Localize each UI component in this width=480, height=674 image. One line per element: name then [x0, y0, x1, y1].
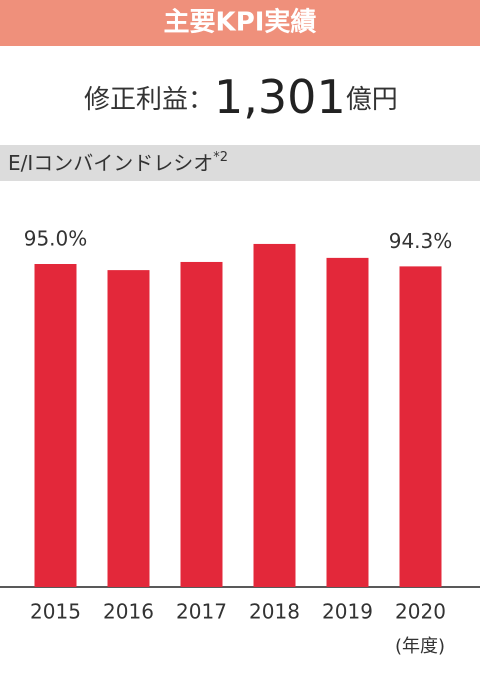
- value-label: 95.0%: [24, 227, 88, 251]
- x-unit: (年度): [395, 636, 445, 657]
- header-title: 主要KPI実績: [164, 7, 317, 38]
- kpi-label: 修正利益：: [84, 85, 214, 115]
- chart-title-text: E/Iコンバインドレシオ: [8, 151, 213, 175]
- bar: [107, 270, 150, 587]
- chart-title: E/Iコンバインドレシオ*2: [8, 150, 228, 175]
- section-band: [0, 145, 480, 181]
- bar: [180, 261, 223, 587]
- x-tick-label: 2017: [176, 600, 227, 624]
- x-tick-label: 2019: [322, 600, 373, 624]
- x-tick-label: 2015: [30, 600, 81, 624]
- bar: [399, 266, 442, 587]
- kpi: 修正利益：1,301億円: [84, 70, 398, 124]
- kpi-value: 1,301: [214, 70, 346, 124]
- x-tick-label: 2018: [249, 600, 300, 624]
- title-note: *2: [213, 150, 228, 165]
- bar: [326, 257, 369, 587]
- bar: [34, 264, 77, 587]
- header-band: [0, 0, 480, 46]
- x-tick-label: 2020: [395, 600, 446, 624]
- kpi-unit: 億円: [346, 85, 398, 115]
- value-label: 94.3%: [389, 229, 453, 253]
- bar: [253, 243, 296, 587]
- x-tick-label: 2016: [103, 600, 154, 624]
